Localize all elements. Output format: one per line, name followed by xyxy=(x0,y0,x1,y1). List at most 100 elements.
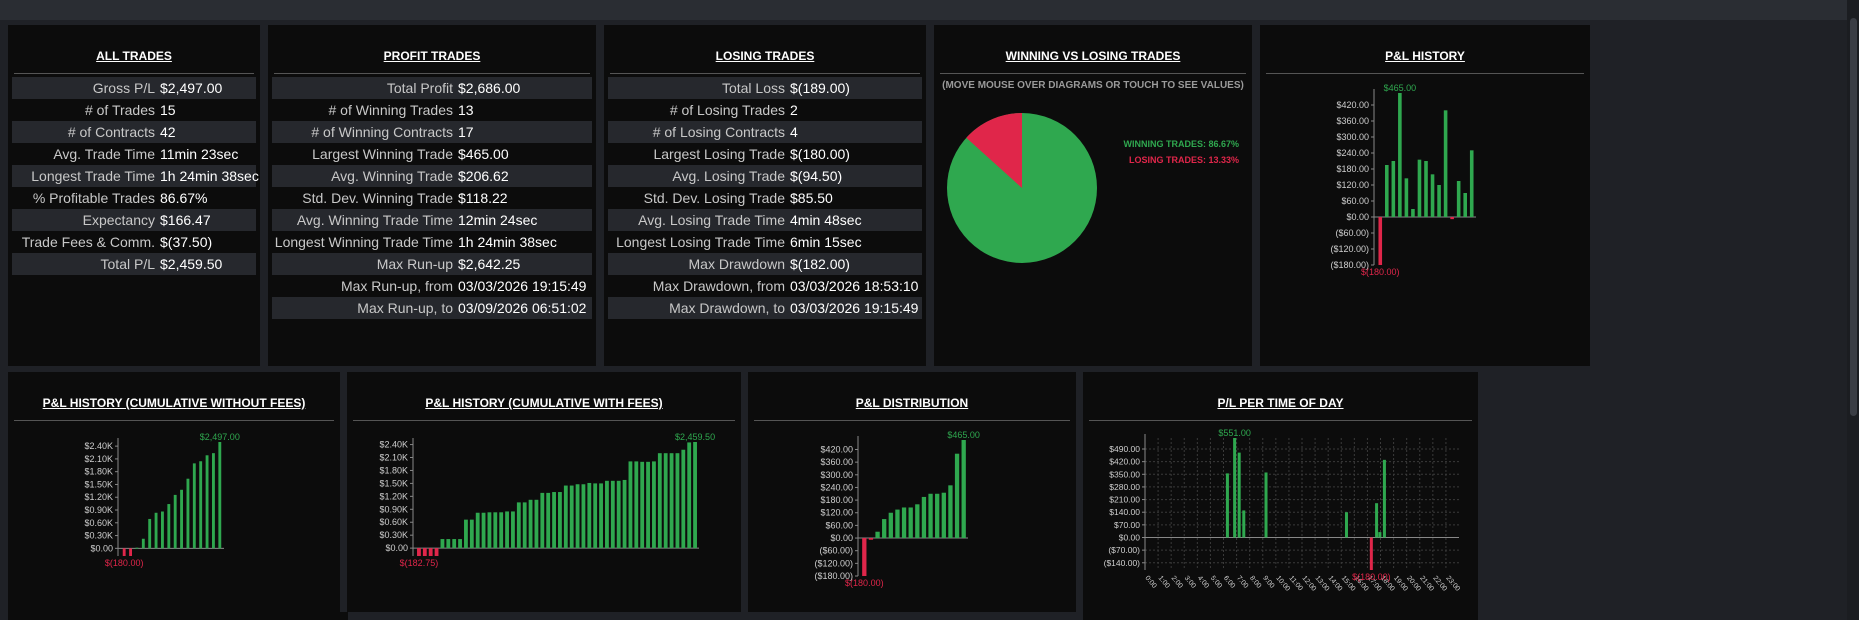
bar xyxy=(428,548,433,556)
pl-distribution-panel: P&L DISTRIBUTION $420.00 $360.00 $300.00 $2… xyxy=(748,372,1076,612)
stat-value: 03/03/2026 18:53:10 xyxy=(790,278,919,294)
stat-value: 6min 15sec xyxy=(790,234,862,250)
stat-row: Avg. Winning Trade Time 12min 24sec xyxy=(272,209,592,231)
stat-label: Std. Dev. Winning Trade xyxy=(302,190,453,206)
y-tick-label: $300.00 xyxy=(1336,132,1369,142)
panel-title: P&L DISTRIBUTION xyxy=(855,396,969,410)
pl-distribution-chart[interactable]: $420.00 $360.00 $300.00 $240.00 $180.00 $120.… xyxy=(748,422,1076,612)
min-value-label: $(180.00) xyxy=(1352,572,1391,582)
bar xyxy=(1264,472,1268,538)
bar xyxy=(908,507,913,539)
divider xyxy=(353,420,735,421)
bar xyxy=(546,492,551,549)
max-value-label: $2,459.50 xyxy=(675,432,715,442)
stat-value: $(189.00) xyxy=(790,80,850,96)
stat-value: 4 xyxy=(790,124,798,140)
stat-value: $2,686.00 xyxy=(458,80,521,96)
bar xyxy=(528,499,533,549)
stat-row: Std. Dev. Winning Trade $118.22 xyxy=(272,187,592,209)
bar xyxy=(135,547,139,549)
x-tick-label: 8:00 xyxy=(1248,575,1262,590)
y-tick-label: $0.60K xyxy=(84,518,113,528)
winning-vs-losing-panel: WINNING VS LOSING TRADES (MOVE MOUSE OVE… xyxy=(934,25,1252,366)
bar xyxy=(464,519,468,549)
y-tick-label: $300.00 xyxy=(820,470,853,480)
y-tick-label: $210.00 xyxy=(1109,495,1140,505)
top-toolbar xyxy=(0,0,1859,20)
divider xyxy=(1266,73,1584,74)
stat-value: $(37.50) xyxy=(160,234,213,250)
stat-row: Max Run-up, to 03/09/2026 06:51:02 xyxy=(272,297,592,319)
stat-label: Expectancy xyxy=(82,212,155,228)
bar xyxy=(687,442,692,549)
min-value-label: $(180.00) xyxy=(105,558,144,568)
cum-with-fees-chart[interactable]: $2.40K $2.10K $1.80K $1.50K $1.20K $0.90K $0.6… xyxy=(347,422,741,612)
stat-label: Longest Winning Trade Time xyxy=(274,234,453,250)
bar xyxy=(141,538,145,549)
profit-trades-panel: PROFIT TRADES Total Profit $2,686.00 # of … xyxy=(268,25,596,366)
bar xyxy=(622,479,627,549)
stat-value: $(182.00) xyxy=(790,256,850,272)
pie-slice-losing[interactable] xyxy=(966,113,1022,188)
bar xyxy=(1417,159,1422,217)
losing-trades-panel: LOSING TRADES Total Loss $(189.00) # of Lo… xyxy=(604,25,926,366)
stat-label: # of Contracts xyxy=(67,124,155,140)
bar xyxy=(180,489,183,549)
bar xyxy=(1456,181,1461,217)
bar xyxy=(610,480,615,549)
y-tick-label: ($60.00) xyxy=(1335,228,1369,238)
cum-with-fees-panel: P&L HISTORY (CUMULATIVE WITH FEES) $2.40… xyxy=(347,372,741,612)
stat-value: $85.50 xyxy=(790,190,833,206)
win-loss-pie-chart[interactable]: WINNING TRADES: 86.67% LOSING TRADES: 13… xyxy=(934,105,1252,305)
bar xyxy=(499,512,504,549)
bar xyxy=(192,463,196,549)
x-tick-label: 3:00 xyxy=(1183,575,1197,590)
x-tick-label: 9:00 xyxy=(1261,575,1275,590)
cum-without-fees-chart[interactable]: $2.40K $2.10K $1.80K $1.50K $1.20K $0.90K $0.6… xyxy=(8,422,340,612)
panel-title: ALL TRADES xyxy=(96,49,172,63)
bar xyxy=(1344,512,1348,538)
stat-row: Avg. Losing Trade $(94.50) xyxy=(608,165,922,187)
x-tick-label: 0:00 xyxy=(1143,575,1157,590)
bar xyxy=(487,512,492,549)
y-tick-label: $350.00 xyxy=(1109,469,1140,479)
y-tick-label: $420.00 xyxy=(820,444,853,454)
bar xyxy=(563,485,568,549)
stat-row: Max Drawdown $(182.00) xyxy=(608,253,922,275)
stat-value: 4min 48sec xyxy=(790,212,862,228)
stat-value: 13 xyxy=(458,102,474,118)
scrollbar-thumb[interactable] xyxy=(1850,18,1857,416)
y-tick-label: ($60.00) xyxy=(819,546,853,556)
bar xyxy=(593,483,598,549)
y-tick-label: $2.40K xyxy=(84,441,113,451)
bar xyxy=(1237,452,1241,538)
y-tick-label: $0.00 xyxy=(830,533,853,543)
stat-label: Max Run-up, to xyxy=(357,300,453,316)
pl-history-chart[interactable]: $420.00 $360.00 $300.00 $240.00 $180.00 $120.… xyxy=(1260,75,1590,365)
x-tick-label: 6:00 xyxy=(1222,575,1236,590)
bar xyxy=(154,512,158,549)
min-value-label: $(180.00) xyxy=(845,578,884,588)
stat-label: Max Run-up, from xyxy=(340,278,453,294)
bar xyxy=(475,512,480,549)
bar xyxy=(681,449,686,549)
bar xyxy=(915,504,920,539)
bar xyxy=(1430,174,1435,217)
vertical-scrollbar[interactable] xyxy=(1847,0,1859,620)
stat-label: Trade Fees & Comm. xyxy=(21,234,155,250)
stat-value: $(94.50) xyxy=(790,168,843,184)
bar xyxy=(161,511,164,549)
y-tick-label: $70.00 xyxy=(1114,520,1140,530)
x-tick-label: 4:00 xyxy=(1196,575,1210,590)
stat-row: Max Run-up, from 03/03/2026 19:15:49 xyxy=(272,275,592,297)
bar xyxy=(446,539,451,549)
stat-row: # of Winning Contracts 17 xyxy=(272,121,592,143)
stat-value: 1h 24min 38sec xyxy=(458,234,557,250)
y-tick-label: $120.00 xyxy=(820,508,853,518)
y-tick-label: $180.00 xyxy=(820,495,853,505)
pl-per-time-chart[interactable]: $490.00 $420.00 $350.00 $280.00 $210.00 $140.… xyxy=(1083,422,1478,620)
bar xyxy=(640,461,645,549)
stat-label: Largest Winning Trade xyxy=(312,146,453,162)
all-trades-panel: ALL TRADES Gross P/L $2,497.00 # of Trades… xyxy=(8,25,260,366)
stat-value: $2,497.00 xyxy=(160,80,223,96)
